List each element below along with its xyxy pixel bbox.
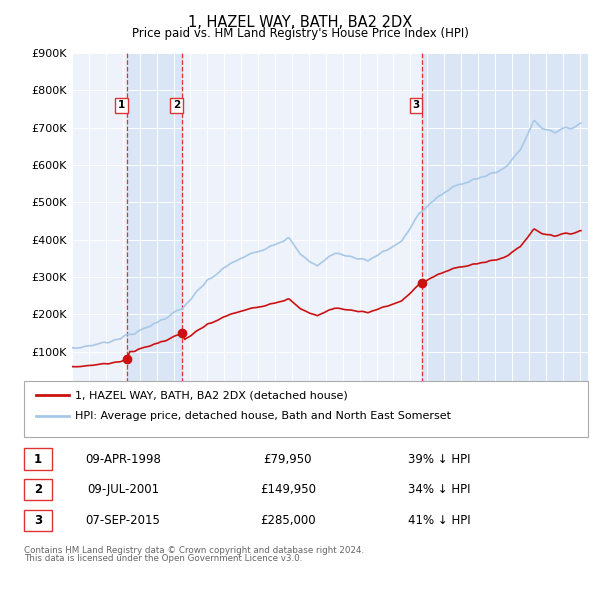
Text: 1: 1 [34, 453, 42, 466]
Text: 1, HAZEL WAY, BATH, BA2 2DX: 1, HAZEL WAY, BATH, BA2 2DX [188, 15, 412, 30]
Text: 2: 2 [34, 483, 42, 496]
Text: 1: 1 [118, 100, 125, 110]
Text: Contains HM Land Registry data © Crown copyright and database right 2024.: Contains HM Land Registry data © Crown c… [24, 546, 364, 555]
Text: 3: 3 [34, 514, 42, 527]
Bar [127, 53, 182, 389]
Text: 1, HAZEL WAY, BATH, BA2 2DX (detached house): 1, HAZEL WAY, BATH, BA2 2DX (detached ho… [75, 391, 348, 400]
Text: £79,950: £79,950 [264, 453, 312, 466]
Text: 3: 3 [412, 100, 419, 110]
Text: 09-JUL-2001: 09-JUL-2001 [87, 483, 159, 496]
Text: £285,000: £285,000 [260, 514, 316, 527]
Text: HPI: Average price, detached house, Bath and North East Somerset: HPI: Average price, detached house, Bath… [75, 411, 451, 421]
Text: £149,950: £149,950 [260, 483, 316, 496]
Text: 41% ↓ HPI: 41% ↓ HPI [408, 514, 470, 527]
Bar [422, 53, 588, 389]
Text: 2: 2 [173, 100, 180, 110]
Text: Price paid vs. HM Land Registry's House Price Index (HPI): Price paid vs. HM Land Registry's House … [131, 27, 469, 40]
Text: 39% ↓ HPI: 39% ↓ HPI [408, 453, 470, 466]
Text: 07-SEP-2015: 07-SEP-2015 [86, 514, 160, 527]
Text: This data is licensed under the Open Government Licence v3.0.: This data is licensed under the Open Gov… [24, 554, 302, 563]
Text: 09-APR-1998: 09-APR-1998 [85, 453, 161, 466]
Text: 34% ↓ HPI: 34% ↓ HPI [408, 483, 470, 496]
